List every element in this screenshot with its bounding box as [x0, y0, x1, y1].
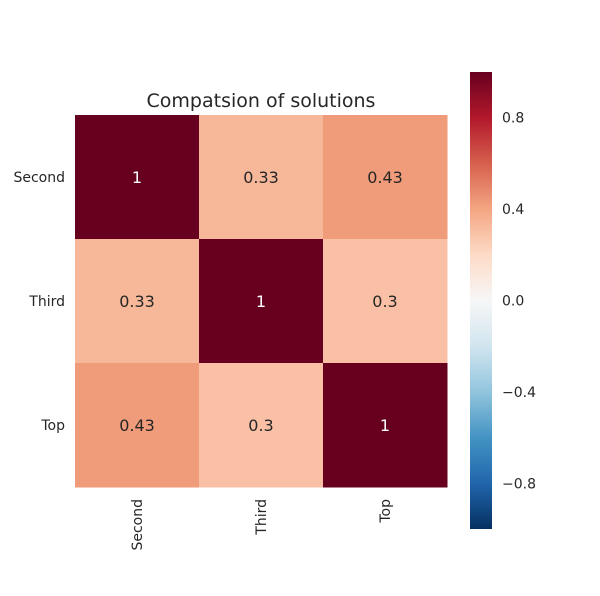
heatmap-cell	[323, 115, 448, 240]
heatmap-cell	[199, 239, 324, 364]
heatmap-cell-labels: 1 0.33 0.43 0.33 1 0.3 0.43 0.3 1	[119, 168, 403, 435]
heatmap-cell	[199, 115, 324, 240]
chart-title: Compatsion of solutions	[147, 90, 376, 112]
colorbar: 0.8 0.4 0.0 −0.4 −0.8	[470, 72, 536, 529]
x-tick-label: Second	[130, 499, 146, 551]
colorbar-tick-label: −0.8	[502, 476, 536, 492]
heatmap-cell	[75, 115, 200, 240]
heatmap-cell-label: 0.33	[119, 292, 155, 311]
x-tick-label: Top	[378, 499, 394, 524]
y-axis-ticks: Second Third Top	[13, 170, 65, 434]
y-tick-label: Second	[13, 170, 65, 186]
heatmap-cell-label: 1	[256, 292, 266, 311]
heatmap-cell	[75, 239, 200, 364]
heatmap-cell	[199, 363, 324, 488]
heatmap-cells	[75, 115, 448, 488]
colorbar-ticks: 0.8 0.4 0.0 −0.4 −0.8	[502, 111, 536, 493]
heatmap-cell-label: 0.3	[248, 416, 273, 435]
colorbar-tick-label: 0.8	[502, 111, 524, 127]
x-tick-label: Third	[254, 499, 270, 536]
heatmap-cell-label: 0.43	[367, 168, 403, 187]
colorbar-gradient	[470, 72, 492, 529]
heatmap-cell-label: 0.33	[243, 168, 279, 187]
colorbar-tick-label: 0.0	[502, 294, 524, 310]
heatmap-cell-label: 1	[132, 168, 142, 187]
colorbar-tick-label: 0.4	[502, 202, 524, 218]
y-tick-label: Top	[40, 418, 65, 434]
heatmap-cell	[323, 363, 448, 488]
y-tick-label: Third	[28, 294, 65, 310]
heatmap-cell	[323, 239, 448, 364]
heatmap-cell-label: 1	[380, 416, 390, 435]
heatmap-cell-label: 0.43	[119, 416, 155, 435]
colorbar-tick-label: −0.4	[502, 385, 536, 401]
heatmap-cell	[75, 363, 200, 488]
heatmap-cell-label: 0.3	[372, 292, 397, 311]
x-axis-ticks: Second Third Top	[130, 499, 394, 551]
